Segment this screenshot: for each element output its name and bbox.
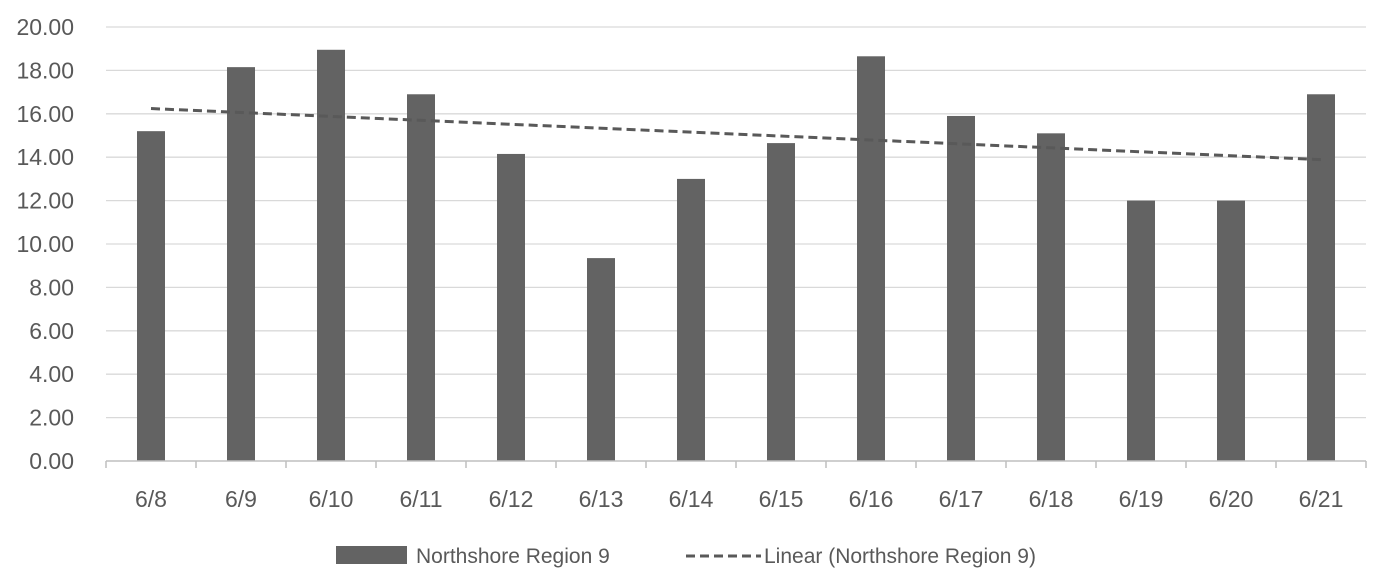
y-tick-label: 18.00 bbox=[16, 57, 74, 83]
y-tick-label: 2.00 bbox=[29, 405, 74, 431]
x-axis bbox=[105, 460, 1367, 468]
y-tick-label: 16.00 bbox=[16, 101, 74, 127]
bar bbox=[767, 143, 795, 461]
y-tick-label: 6.00 bbox=[29, 318, 74, 344]
bar bbox=[947, 115, 975, 461]
y-axis-tick-labels: 0.00 2.00 4.00 6.00 8.00 10.00 12.00 14.00 16.00… bbox=[16, 14, 74, 474]
x-tick-label: 6/19 bbox=[1119, 486, 1164, 512]
y-tick-label: 8.00 bbox=[29, 274, 74, 300]
legend: Northshore Region 9 Linear (Northshore R… bbox=[336, 545, 1036, 568]
y-tick-label: 12.00 bbox=[16, 188, 74, 214]
x-tick-label: 6/10 bbox=[309, 486, 354, 512]
y-tick-label: 20.00 bbox=[16, 14, 74, 40]
gridlines bbox=[106, 26, 1366, 419]
x-tick-label: 6/14 bbox=[669, 486, 714, 512]
bars bbox=[137, 49, 1335, 462]
legend-swatch-bar bbox=[336, 546, 407, 564]
bar bbox=[857, 56, 885, 462]
x-tick-label: 6/21 bbox=[1299, 486, 1344, 512]
bar bbox=[227, 67, 255, 462]
x-tick-label: 6/20 bbox=[1209, 486, 1254, 512]
y-tick-label: 14.00 bbox=[16, 144, 74, 170]
x-tick-label: 6/13 bbox=[579, 486, 624, 512]
x-tick-label: 6/11 bbox=[399, 486, 442, 512]
x-tick-label: 6/15 bbox=[759, 486, 804, 512]
bar bbox=[587, 258, 615, 461]
bar bbox=[137, 131, 165, 461]
bar bbox=[1127, 200, 1155, 461]
y-tick-label: 4.00 bbox=[29, 361, 74, 387]
x-tick-label: 6/17 bbox=[939, 486, 984, 512]
bar bbox=[1037, 133, 1065, 461]
x-tick-label: 6/12 bbox=[489, 486, 534, 512]
x-tick-label: 6/8 bbox=[135, 486, 167, 512]
legend-label-trendline: Linear (Northshore Region 9) bbox=[764, 545, 1036, 568]
bar bbox=[1307, 94, 1335, 462]
x-tick-label: 6/9 bbox=[225, 486, 257, 512]
bar bbox=[677, 178, 705, 461]
x-tick-label: 6/18 bbox=[1029, 486, 1074, 512]
bar bbox=[317, 49, 345, 461]
y-tick-label: 10.00 bbox=[16, 231, 74, 257]
x-axis-tick-labels: 6/8 6/9 6/10 6/11 6/12 6/13 6/14 6/15 6/16 6/17 6/… bbox=[135, 486, 1343, 512]
bar bbox=[497, 153, 525, 461]
legend-label-series: Northshore Region 9 bbox=[416, 545, 610, 568]
bar bbox=[407, 94, 435, 462]
bar bbox=[1217, 200, 1245, 461]
y-tick-label: 0.00 bbox=[29, 448, 74, 474]
x-tick-label: 6/16 bbox=[849, 486, 894, 512]
